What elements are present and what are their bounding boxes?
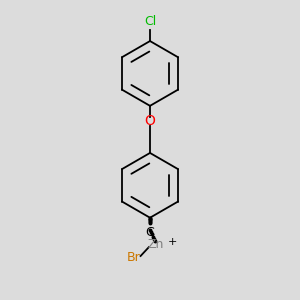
Text: Cl: Cl bbox=[144, 15, 156, 28]
Text: C: C bbox=[146, 226, 154, 239]
Text: Br: Br bbox=[127, 251, 141, 264]
Text: Zn: Zn bbox=[147, 238, 164, 251]
Text: +: + bbox=[168, 237, 177, 247]
Text: O: O bbox=[145, 114, 155, 128]
